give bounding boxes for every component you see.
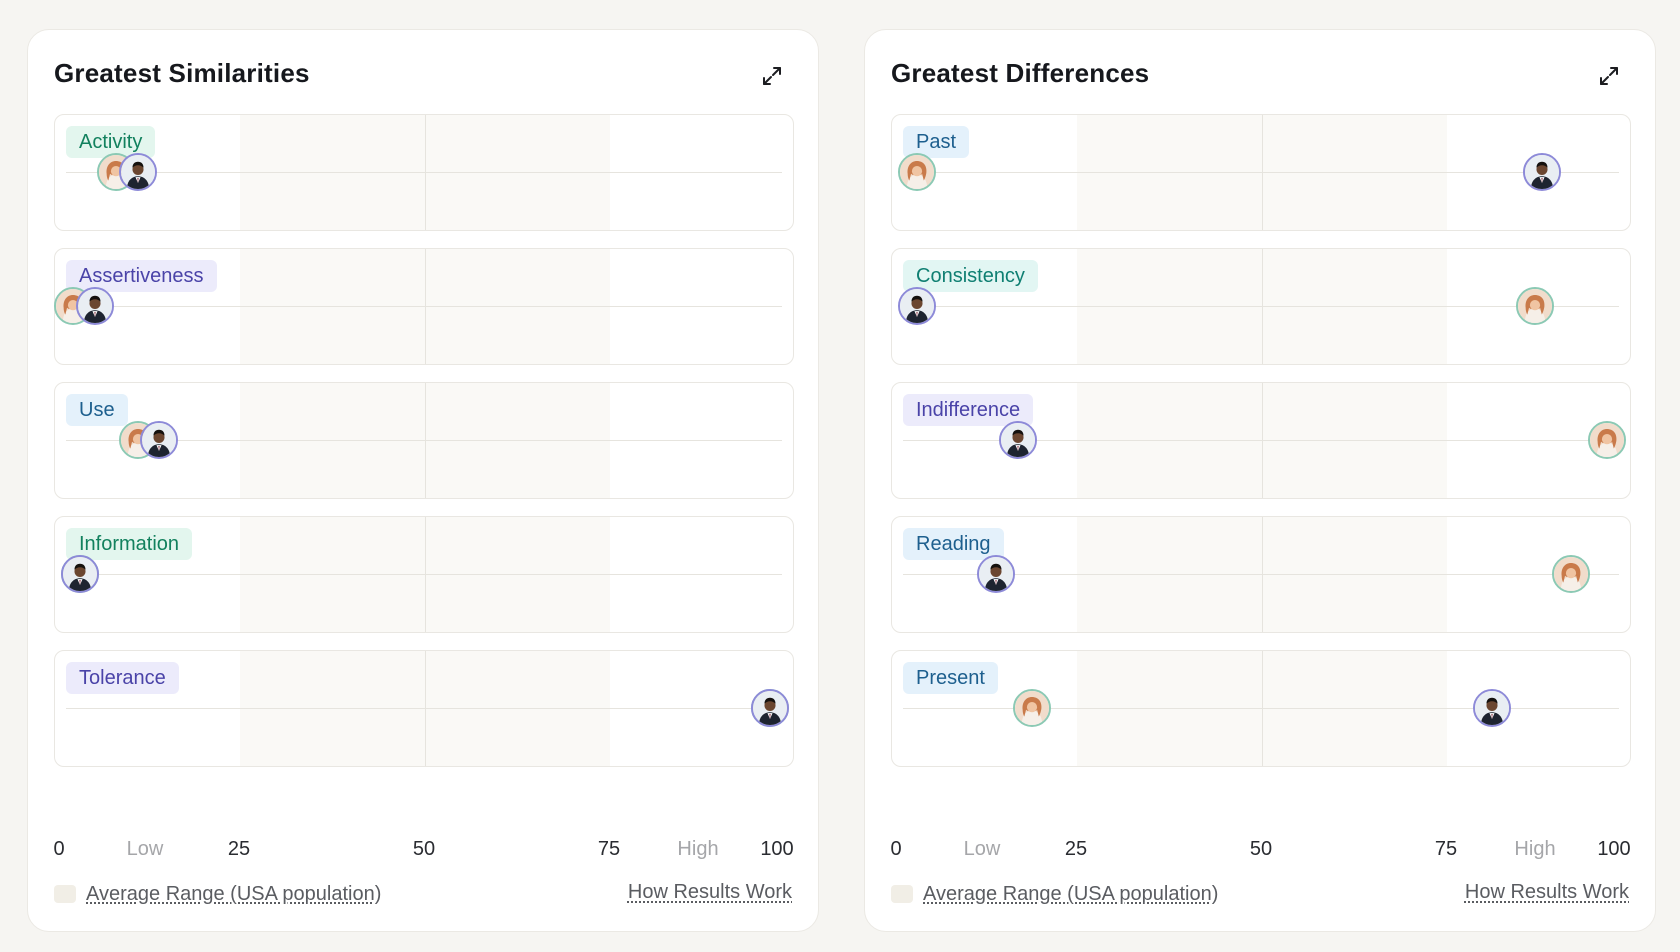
axis-tick-50: 50: [412, 838, 436, 860]
score-track: [66, 440, 782, 441]
expand-icon[interactable]: [1595, 62, 1623, 90]
average-range-link[interactable]: Average Range (USA population): [86, 882, 382, 905]
trait-label: Reading: [903, 528, 1004, 560]
score-track: [66, 708, 782, 709]
person-b-avatar-icon[interactable]: [977, 555, 1016, 593]
how-results-work-link[interactable]: How Results Work: [627, 881, 792, 903]
differences-panel: Greatest Differences Past Consistency Indi…: [864, 29, 1656, 932]
axis-low-label: Low: [126, 838, 164, 860]
trait-label: Assertiveness: [66, 260, 217, 292]
trait-label: Tolerance: [66, 662, 179, 694]
score-track: [903, 708, 1619, 709]
trait-row-activity: Activity: [54, 114, 794, 231]
similarities-panel: Greatest Similarities Activity Assertiven…: [27, 29, 819, 932]
trait-row-tolerance: Tolerance: [54, 650, 794, 767]
person-b-avatar-icon[interactable]: [61, 555, 100, 593]
score-track: [903, 306, 1619, 307]
trait-row-assertiveness: Assertiveness: [54, 248, 794, 365]
trait-label: Present: [903, 662, 998, 694]
axis-tick-75: 75: [597, 838, 621, 860]
person-b-avatar-icon[interactable]: [140, 421, 179, 459]
trait-row-past: Past: [891, 114, 1631, 231]
axis-low-label: Low: [963, 838, 1001, 860]
trait-row-reading: Reading: [891, 516, 1631, 633]
person-b-avatar-icon[interactable]: [1523, 153, 1562, 191]
person-b-avatar-icon[interactable]: [750, 689, 789, 727]
legend: Average Range (USA population): [891, 881, 1218, 907]
score-track: [66, 172, 782, 173]
trait-label: Past: [903, 126, 970, 158]
person-b-avatar-icon[interactable]: [998, 421, 1037, 459]
trait-label: Activity: [66, 126, 156, 158]
person-a-avatar-icon[interactable]: [1587, 421, 1626, 459]
x-axis: 0 Low 25 50 75 High 100: [53, 838, 794, 864]
person-b-avatar-icon[interactable]: [118, 153, 157, 191]
trait-row-present: Present: [891, 650, 1631, 767]
trait-label: Use: [66, 394, 128, 426]
trait-row-consistency: Consistency: [891, 248, 1631, 365]
panel-title: Greatest Similarities: [54, 58, 310, 88]
axis-tick-25: 25: [227, 838, 251, 860]
trait-label: Information: [66, 528, 193, 560]
axis-tick-0: 0: [53, 838, 65, 860]
person-b-avatar-icon[interactable]: [898, 287, 937, 325]
axis-tick-25: 25: [1064, 838, 1088, 860]
average-range-link[interactable]: Average Range (USA population): [923, 882, 1219, 905]
trait-row-use: Use: [54, 382, 794, 499]
person-b-avatar-icon[interactable]: [1472, 689, 1511, 727]
axis-tick-0: 0: [890, 838, 902, 860]
person-a-avatar-icon[interactable]: [1013, 689, 1052, 727]
person-a-avatar-icon[interactable]: [898, 153, 937, 191]
axis-tick-100: 100: [760, 838, 794, 860]
person-b-avatar-icon[interactable]: [75, 287, 114, 325]
expand-icon[interactable]: [758, 62, 786, 90]
axis-tick-75: 75: [1434, 838, 1458, 860]
axis-high-label: High: [1514, 838, 1556, 860]
score-track: [903, 574, 1619, 575]
trait-label: Indifference: [903, 394, 1034, 426]
score-track: [66, 574, 782, 575]
person-a-avatar-icon[interactable]: [1515, 287, 1554, 325]
panel-title: Greatest Differences: [891, 58, 1150, 88]
x-axis: 0 Low 25 50 75 High 100: [890, 838, 1631, 864]
trait-label: Consistency: [903, 260, 1038, 292]
axis-high-label: High: [677, 838, 719, 860]
trait-row-indifference: Indifference: [891, 382, 1631, 499]
how-results-work-link[interactable]: How Results Work: [1464, 881, 1629, 903]
axis-tick-50: 50: [1249, 838, 1273, 860]
score-track: [903, 440, 1619, 441]
axis-tick-100: 100: [1597, 838, 1631, 860]
score-track: [903, 172, 1619, 173]
average-range-swatch: [54, 885, 76, 903]
trait-row-information: Information: [54, 516, 794, 633]
average-range-swatch: [891, 885, 913, 903]
person-a-avatar-icon[interactable]: [1551, 555, 1590, 593]
score-track: [66, 306, 782, 307]
legend: Average Range (USA population): [54, 881, 381, 907]
